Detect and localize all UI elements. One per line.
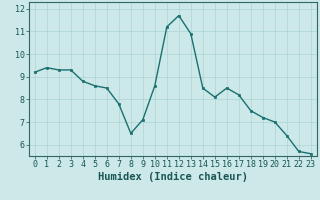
X-axis label: Humidex (Indice chaleur): Humidex (Indice chaleur) xyxy=(98,172,248,182)
